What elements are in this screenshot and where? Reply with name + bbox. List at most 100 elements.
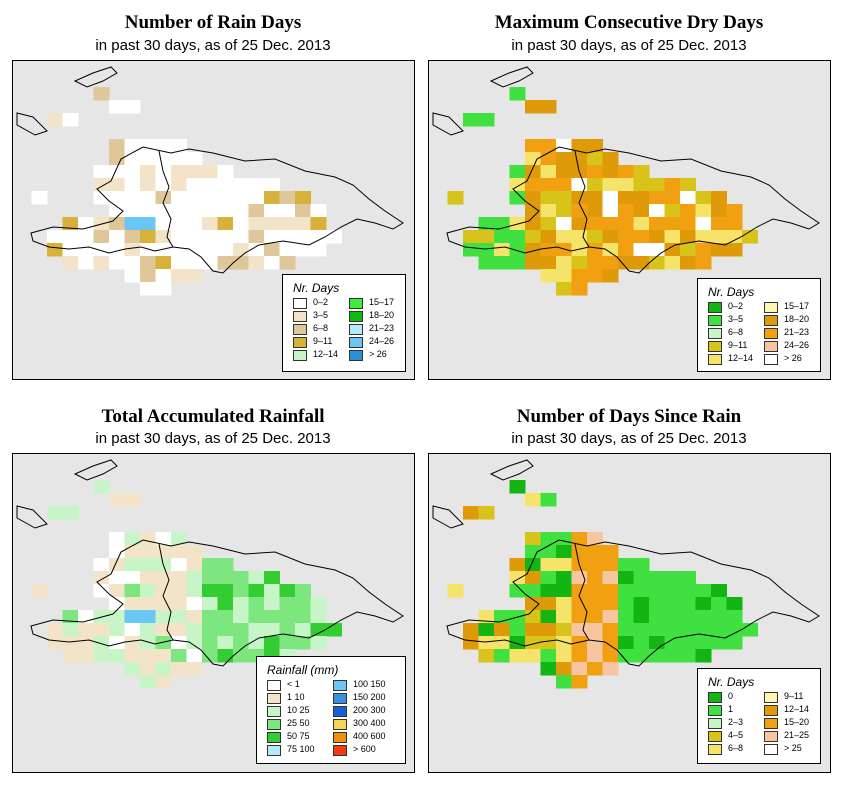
grid-cell [264,178,280,192]
grid-cell [233,610,249,624]
grid-cell [540,204,557,218]
grid-cell [587,152,603,166]
grid-cell [587,217,603,231]
legend-swatch [708,705,722,716]
legend-label: 6–8 [313,323,329,333]
grid-cell [171,152,187,166]
grid-cell [525,139,541,153]
grid-cell [680,243,696,257]
map-grid [432,459,820,689]
grid-cell [264,597,280,611]
grid-cell [587,139,603,153]
grid-cell [109,204,125,218]
grid-cell [93,480,110,494]
grid-cell [540,152,557,166]
grid-cell [124,191,141,205]
grid-cell [310,636,327,650]
grid-cell [109,610,125,624]
grid-cell [540,256,557,270]
grid-cell [186,636,203,650]
grid-cell [109,178,125,192]
grid-cell [664,571,681,585]
grid-cell [326,623,342,637]
grid-cell [633,217,650,231]
grid-cell [571,532,588,546]
legend-swatch [708,328,722,339]
grid-cell [233,584,249,598]
grid-cell [649,597,665,611]
grid-cell [540,243,557,257]
grid-cell [602,545,619,559]
grid-cell [525,571,541,585]
grid-cell [571,623,588,637]
grid-cell [124,571,141,585]
grid-cell [587,649,603,663]
grid-cell [602,256,619,270]
grid-cell [171,230,187,244]
legend-swatch [708,354,722,365]
grid-cell [649,623,665,637]
grid-cell [556,545,572,559]
grid-cell [171,243,187,257]
grid-cell [155,230,172,244]
grid-cell [62,506,79,520]
legend-title: Rainfall (mm) [267,663,339,677]
grid-cell [217,178,234,192]
hispaniola-outline [446,539,820,667]
island-outline [432,66,534,136]
grid-cell [695,610,712,624]
grid-cell [202,571,218,585]
legend-swatch [764,731,778,742]
legend-swatch [349,350,363,361]
grid-cell [463,623,479,637]
legend-dry-days: Nr. Days 0–2 3–5 6–8 9–11 12–14 15–17 18–20 21–2… [697,278,821,372]
grid-cell [186,269,203,283]
grid-cell [202,558,218,572]
grid-cell [140,178,156,192]
legend-label: 6–8 [728,743,744,753]
grid-cell [124,532,141,546]
grid-cell [62,610,79,624]
grid-cell [264,571,280,585]
grid-cell [494,623,510,637]
grid-cell [618,191,634,205]
grid-cell [124,636,141,650]
legend-label: > 26 [784,353,802,363]
grid-cell [571,230,588,244]
grid-cell [124,165,141,179]
grid-cell [248,243,265,257]
grid-cell [556,269,572,283]
grid-cell [680,230,696,244]
grid-cell [540,636,557,650]
legend-days-since-rain: Nr. Days 0 1 2–3 4–5 6–8 9–11 12–14 15–20 21–25 > … [697,668,821,764]
grid-cell [478,256,495,270]
grid-cell [47,636,63,650]
grid-cell [217,558,234,572]
grid-cell [140,610,156,624]
map-rainfall[interactable] [12,453,415,773]
grid-cell [93,191,110,205]
grid-cell [217,191,234,205]
grid-cell [664,178,681,192]
grid-cell [602,165,619,179]
grid-cell [248,571,265,585]
grid-cell [202,623,218,637]
grid-cell [618,204,634,218]
grid-cell [124,545,141,559]
grid-cell [155,191,172,205]
grid-cell [109,493,125,507]
grid-cell [556,675,572,689]
grid-cell [155,217,172,231]
hispaniola-outline [30,539,404,667]
grid-cell [571,217,588,231]
grid-cell [202,230,218,244]
grid-cell [525,558,541,572]
grid-cell [540,571,557,585]
legend-swatch [333,745,347,756]
grid-cell [525,178,541,192]
grid-cell [171,558,187,572]
grid-cell [633,649,650,663]
map-grid [16,459,404,689]
grid-cell [279,597,296,611]
grid-cell [155,584,172,598]
